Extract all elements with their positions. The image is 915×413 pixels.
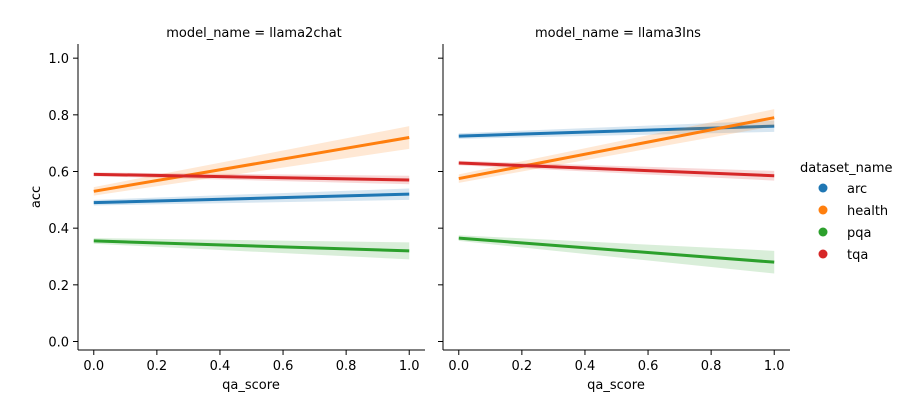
x-tick-label: 0.0 (448, 359, 469, 374)
x-ticks: 0.0 0.2 0.4 0.6 0.8 1.0 (83, 350, 420, 374)
y-tick-label: 1.0 (48, 52, 69, 67)
x-tick-label: 0.8 (336, 359, 357, 374)
legend-label-arc: arc (847, 182, 867, 197)
x-tick-label: 0.4 (210, 359, 231, 374)
legend-label-pqa: pqa (847, 226, 871, 241)
line-health (93, 136, 410, 193)
y-ticks: 0.0 0.2 0.4 0.6 0.8 1.0 (48, 52, 78, 351)
line-pqa (93, 239, 410, 253)
x-tick-label: 0.6 (638, 359, 659, 374)
legend-title: dataset_name (800, 161, 893, 176)
ci-band-health (93, 126, 410, 196)
y-ticks (438, 57, 443, 342)
x-tick-label: 0.8 (701, 359, 722, 374)
panel-title-llama2chat: model_name = llama2chat (166, 26, 342, 41)
y-tick-label: 0.4 (48, 222, 69, 237)
x-axis-label: qa_score (222, 378, 280, 393)
legend-marker-tqa (818, 249, 828, 259)
series-group (93, 126, 410, 260)
x-tick-label: 1.0 (764, 359, 785, 374)
y-tick-label: 0.6 (48, 166, 69, 181)
x-tick-label: 0.2 (147, 359, 168, 374)
legend-marker-arc (818, 183, 828, 193)
line-tqa (93, 172, 410, 182)
panel-llama3Ins: model_name = llama3Ins 0.0 0.2 0.4 0.6 0.8 1.… (438, 26, 790, 393)
legend-marker-pqa (818, 227, 828, 237)
x-tick-label: 0.6 (273, 359, 294, 374)
legend-label-tqa: tqa (847, 248, 868, 263)
series-group (458, 109, 775, 274)
y-tick-label: 0.2 (48, 279, 69, 294)
line-arc (93, 192, 410, 205)
x-tick-label: 0.2 (512, 359, 533, 374)
y-tick-label: 0.8 (48, 109, 69, 124)
x-tick-label: 0.4 (575, 359, 596, 374)
legend-marker-health (818, 205, 828, 215)
x-axis-label: qa_score (587, 378, 645, 393)
line-pqa (458, 236, 775, 264)
y-tick-label: 0.0 (48, 336, 69, 351)
legend-label-health: health (847, 204, 888, 219)
x-tick-label: 0.0 (83, 359, 104, 374)
line-tqa (458, 161, 775, 178)
x-tick-label: 1.0 (399, 359, 420, 374)
panel-title-llama3Ins: model_name = llama3Ins (535, 26, 701, 41)
line-health (458, 116, 775, 181)
legend: dataset_name arc health pqa tqa (800, 161, 893, 263)
x-ticks: 0.0 0.2 0.4 0.6 0.8 1.0 (448, 350, 785, 374)
y-axis-label: acc (29, 186, 44, 208)
panel-llama2chat: model_name = llama2chat 0.0 0.2 0.4 0.6 0.8 1… (29, 26, 425, 393)
